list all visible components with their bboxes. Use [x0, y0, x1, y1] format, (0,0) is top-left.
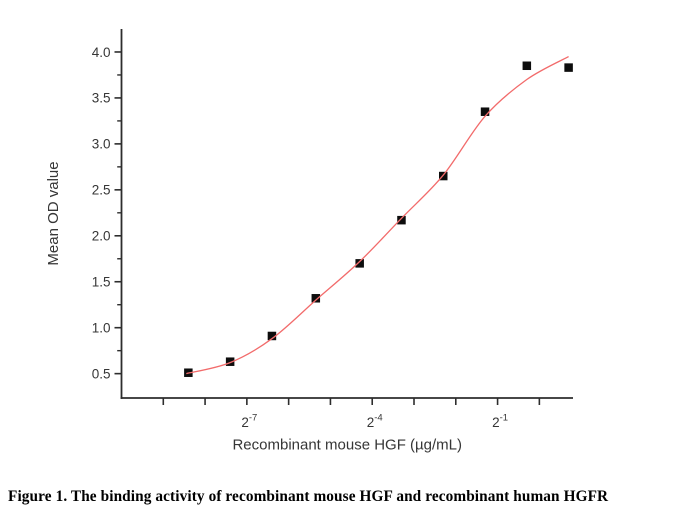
y-tick-label: 3.5 — [92, 91, 111, 106]
y-tick-label: 0.5 — [92, 366, 111, 381]
data-point-marker — [564, 63, 573, 72]
data-point-marker — [311, 294, 321, 303]
data-point-marker — [522, 61, 532, 71]
fit-curve-line — [186, 56, 569, 375]
figure-caption: Figure 1. The binding activity of recomb… — [8, 488, 609, 505]
y-tick-label: 2.5 — [92, 183, 111, 198]
y-tick-label: 4.0 — [92, 45, 111, 60]
data-point-marker — [267, 331, 277, 341]
data-point-marker — [225, 357, 235, 366]
binding-curve-chart: 0.5 1.0 1.5 2.0 2.5 3.0 3.5 4.0 2-7 2-4 2-1 Recombi… — [45, 29, 573, 454]
y-tick-label: 1.5 — [92, 275, 111, 290]
data-point-marker — [355, 259, 364, 268]
x-tick-label: 2-4 — [367, 413, 383, 431]
y-tick-label: 2.0 — [92, 229, 111, 244]
x-tick-label: 2-1 — [492, 413, 508, 431]
data-point-marker — [480, 107, 490, 116]
x-tick-label: 2-7 — [241, 413, 257, 431]
x-axis-title: Recombinant mouse HGF (µg/mL) — [232, 437, 462, 454]
y-tick-label: 1.0 — [92, 320, 111, 335]
data-point-marker — [397, 215, 406, 225]
y-tick-label: 3.0 — [92, 137, 111, 152]
y-axis-title: Mean OD value — [45, 161, 62, 265]
